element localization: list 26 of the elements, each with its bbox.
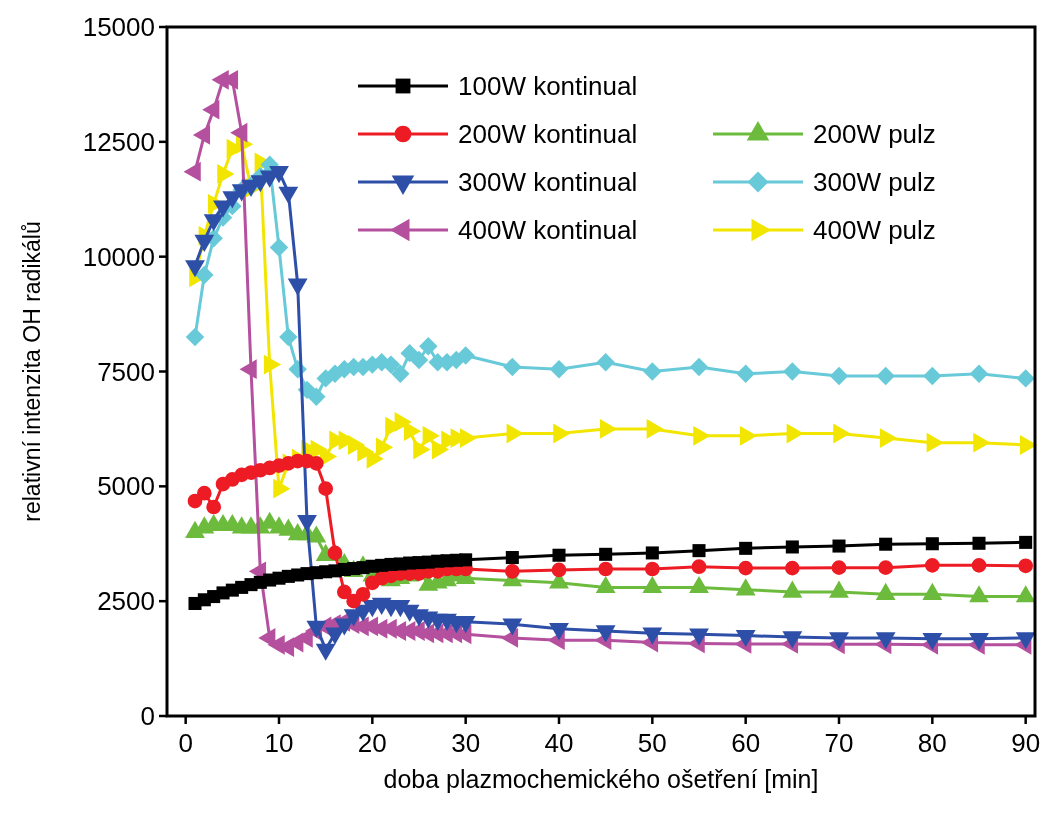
legend-label: 300W pulz [813, 167, 936, 198]
y-tick-label: 2500 [97, 586, 155, 617]
x-tick-label: 90 [1011, 728, 1041, 758]
y-tick-label: 12500 [82, 126, 155, 157]
x-tick-label: 40 [544, 728, 574, 758]
x-tick-label: 80 [917, 728, 947, 758]
y-tick-label: 15000 [82, 12, 155, 43]
x-axis-title: doba plazmochemického ošetření [min] [383, 765, 819, 793]
y-axis-title: relativní intenzita OH radikálů [19, 221, 45, 522]
x-tick-label: 60 [731, 728, 761, 758]
y-tick-label: 5000 [97, 471, 155, 502]
x-tick-label: 0 [178, 728, 193, 758]
x-tick-label: 70 [824, 728, 854, 758]
x-tick-label: 20 [357, 728, 387, 758]
legend-label: 100W kontinual [458, 71, 638, 102]
legend-label: 400W kontinual [458, 215, 638, 246]
x-tick-label: 30 [451, 728, 481, 758]
legend-label: 200W pulz [813, 119, 936, 150]
y-tick-label: 7500 [97, 356, 155, 387]
legend-label: 300W kontinual [458, 167, 638, 198]
y-tick-label: 0 [140, 701, 155, 732]
legend-label: 400W pulz [813, 215, 936, 246]
x-tick-label: 10 [264, 728, 294, 758]
legend-label: 200W kontinual [458, 119, 638, 150]
y-tick-label: 10000 [82, 241, 155, 272]
x-tick-label: 50 [637, 728, 667, 758]
